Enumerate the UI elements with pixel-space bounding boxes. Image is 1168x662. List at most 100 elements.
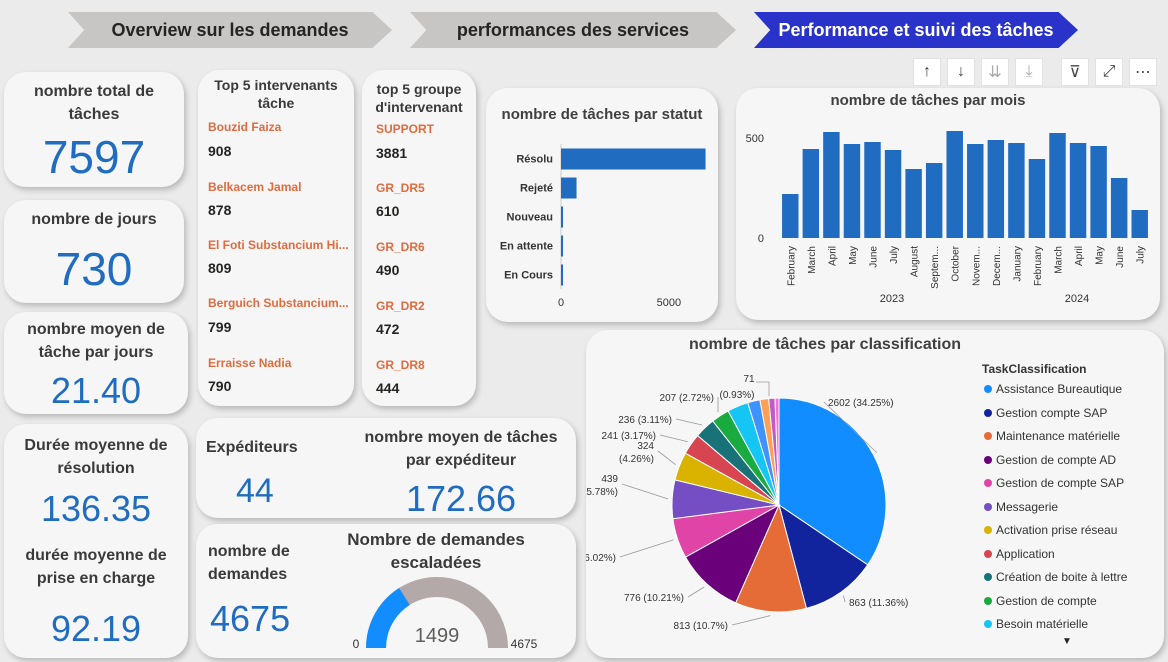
kpi-value: 172.66 [405, 478, 517, 518]
legend-item[interactable]: Activation prise réseau [984, 523, 1117, 537]
list-item-value: 790 [208, 378, 232, 394]
list-item-value: 878 [208, 202, 232, 218]
pie-slice [735, 503, 808, 613]
bar [1110, 178, 1128, 238]
more-options-icon[interactable]: ⋯ [1129, 58, 1157, 86]
list-title: top 5 groupe d'intervenant [375, 81, 463, 115]
category-label: June [869, 246, 880, 268]
focus-mode-icon[interactable]: ⤢ [1095, 58, 1123, 86]
pie-slice [774, 397, 780, 506]
category-label: June [1115, 246, 1126, 268]
leader-line [659, 434, 688, 443]
kpi-value: 44 [236, 472, 274, 510]
data-label: 207 (2.72%) [660, 393, 714, 404]
list-item-value: 444 [376, 380, 400, 396]
legend-item[interactable]: Gestion de compte AD [984, 453, 1116, 467]
bar [864, 142, 881, 238]
chart-mois-card: nombre de tâches par mois 0 500 February Ma… [736, 88, 1160, 320]
tab-performances-services[interactable]: performances des services [410, 12, 736, 48]
kpi-moyen-jour-card: nombre moyen de tâche par jours 21.40 [4, 312, 188, 414]
kpi-value: 21.40 [50, 370, 142, 411]
filter-icon[interactable]: ⊽ [1061, 58, 1089, 86]
tab-performance-suivi-taches[interactable]: Performance et suivi des tâches [754, 12, 1078, 48]
double-arrow-down-icon[interactable]: ⇊ [981, 58, 1009, 86]
top-groupes-card: top 5 groupe d'intervenant SUPPORT 3881 … [362, 70, 476, 406]
kpi-title: durée moyenne de prise en charge [25, 547, 167, 587]
legend-item[interactable]: Assistance Bureautique [984, 382, 1122, 396]
legend-label: Assistance Bureautique [996, 382, 1123, 396]
pie-slice [684, 503, 781, 604]
leader-line [823, 401, 878, 454]
kpi-value: 4675 [210, 598, 291, 639]
category-label: July [1136, 246, 1147, 264]
bar [1049, 133, 1066, 238]
bar [561, 235, 563, 257]
list-item-name: SUPPORT [376, 122, 435, 136]
legend-item[interactable]: Besoin matérielle [984, 617, 1088, 631]
kpi-title: nombre de demandes [208, 543, 290, 583]
legend-swatch [984, 573, 992, 581]
list-item-value: 472 [376, 321, 400, 337]
list-item-name: Berguich Substancium... [208, 296, 349, 310]
chevron-down-icon[interactable]: ▼ [1062, 636, 1072, 647]
kpi-total-taches-card: nombre total de tâches 7597 [4, 72, 184, 187]
data-label: 236 (3.11%) [618, 415, 672, 426]
legend-item[interactable]: Gestion de compte SAP [984, 476, 1124, 490]
list-item-name: Erraisse Nadia [208, 356, 292, 370]
arrow-down-icon[interactable]: ↓ [947, 58, 975, 86]
category-label: August [910, 246, 921, 277]
legend-item[interactable]: Maintenance matérielle [984, 429, 1120, 443]
category-label: Rejeté [520, 183, 553, 195]
legend-item[interactable]: Création de boite à lettre [984, 570, 1127, 584]
list-item-name: GR_DR2 [376, 299, 425, 313]
legend-item[interactable]: Application [984, 547, 1055, 561]
legend-item[interactable]: Gestion de compte [984, 594, 1097, 608]
data-label: 439 [601, 474, 618, 485]
bar [1090, 146, 1107, 238]
category-label: En attente [500, 241, 553, 253]
mois-bar-chart: 0 500 February March April May June July August S… [746, 131, 1148, 305]
kpi-title: nombre moyen de tâche par jours [27, 321, 165, 361]
data-label: 2602 (34.25%) [828, 398, 894, 409]
bar [987, 140, 1005, 238]
legend-swatch [984, 596, 992, 605]
chart-title: nombre de tâches par statut [501, 106, 703, 123]
bar [823, 132, 840, 238]
expand-hierarchy-icon[interactable]: ⤓ [1015, 58, 1043, 86]
legend-swatch [984, 479, 992, 487]
data-label: 324 [637, 441, 654, 452]
legend-label: Messagerie [996, 499, 1059, 514]
escalade-gauge: 1499 0 4675 [353, 577, 538, 651]
legend-label: Maintenance matérielle [996, 429, 1121, 443]
kpi-expediteurs-card: Expéditeurs 44 nombre moyen de tâches pa… [196, 418, 576, 518]
legend-label: Gestion de compte SAP [996, 476, 1125, 490]
chart-title: nombre de tâches par classification [688, 336, 962, 353]
category-label: March [807, 246, 818, 274]
kpi-durees-card: Durée moyenne de résolution 136.35 durée… [4, 424, 188, 658]
legend-swatch [984, 526, 992, 534]
arrow-up-icon[interactable]: ↑ [913, 58, 941, 86]
leader-line [756, 381, 770, 396]
tab-overview-demandes[interactable]: Overview sur les demandes [68, 12, 392, 48]
legend-swatch [984, 408, 992, 417]
tick-label: 0 [558, 297, 564, 309]
list-item-name: Bouzid Faiza [208, 120, 282, 134]
category-label: May [848, 246, 859, 265]
bar [946, 131, 963, 238]
leader-line [842, 595, 846, 603]
leader-line [621, 483, 669, 500]
legend-item[interactable]: Messagerie [984, 500, 1058, 514]
bar [1131, 210, 1148, 238]
data-label: 813 (10.7%) [674, 621, 728, 632]
category-label: Novem... [971, 246, 982, 286]
kpi-value: 92.19 [50, 608, 142, 649]
legend-item[interactable]: Gestion compte SAP [984, 406, 1107, 420]
list-item-name: El Foti Substancium Hi... [208, 238, 349, 252]
list-item-value: 908 [208, 143, 232, 159]
legend-swatch [984, 432, 992, 440]
chart-statut-card: nombre de tâches par statut Résolu Rejeté… [486, 88, 718, 322]
bar [884, 150, 902, 238]
bar [1028, 159, 1046, 238]
legend-swatch [984, 385, 992, 393]
category-label: February [1033, 246, 1044, 286]
